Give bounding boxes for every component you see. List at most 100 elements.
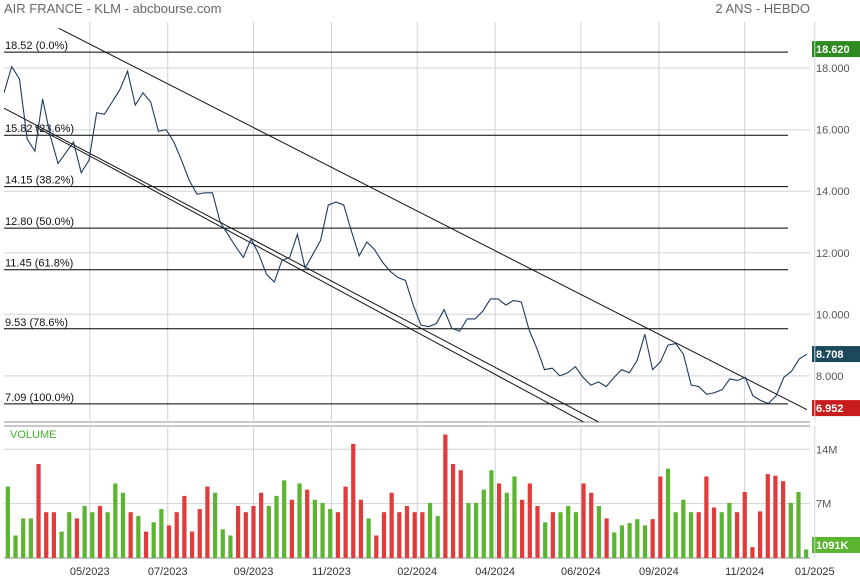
volume-bar	[228, 535, 233, 558]
volume-bar	[750, 547, 755, 558]
volume-bar	[174, 512, 179, 558]
volume-bar	[520, 499, 525, 558]
volume-bar	[481, 489, 486, 558]
volume-bar	[21, 518, 26, 558]
volume-bar	[51, 512, 57, 558]
volume-bar	[466, 502, 471, 558]
volume-bar	[82, 505, 87, 558]
volume-bar	[596, 505, 602, 558]
volume-bar	[97, 505, 103, 558]
volume-bar	[113, 483, 118, 558]
volume-bar	[220, 529, 225, 558]
volume-bar	[619, 525, 625, 558]
fibonacci-label: 14.15 (38.2%)	[5, 175, 74, 187]
volume-bar	[558, 512, 563, 558]
volume-bar	[381, 512, 387, 558]
x-tick-label: 02/2024	[397, 566, 437, 578]
volume-bar	[704, 476, 709, 558]
volume-bar	[696, 512, 701, 558]
price-series-line	[4, 65, 808, 405]
volume-bar	[420, 512, 425, 558]
volume-bar	[404, 505, 410, 558]
volume-bar	[243, 512, 248, 558]
volume-last-box	[812, 537, 860, 553]
volume-bar	[13, 535, 18, 558]
volume-bar	[473, 502, 479, 558]
volume-bar	[788, 502, 793, 558]
volume-bar	[550, 512, 555, 558]
volume-panel: VOLUME	[4, 426, 816, 558]
y-tick-label: 10.000	[816, 309, 850, 321]
fibonacci-label: 7.09 (100.0%)	[5, 392, 74, 404]
volume-bar	[212, 492, 218, 558]
volume-bar	[205, 486, 210, 558]
x-tick-label: 05/2023	[70, 566, 110, 578]
volume-bar	[512, 476, 517, 558]
volume-bar	[435, 516, 440, 558]
volume-bar	[527, 483, 532, 558]
volume-last-label: 1091K	[816, 540, 848, 552]
volume-bar	[320, 502, 325, 558]
volume-bar	[189, 531, 195, 558]
volume-bar	[635, 519, 640, 558]
volume-bar	[688, 512, 694, 558]
volume-bar	[573, 512, 578, 558]
volume-bar	[266, 505, 271, 558]
x-tick-label: 11/2023	[312, 566, 351, 578]
volume-bar	[389, 492, 394, 558]
volume-bar	[159, 509, 164, 558]
y-tick-label: 12.000	[816, 248, 850, 260]
volume-bar	[28, 518, 33, 558]
volume-bar	[182, 495, 187, 558]
chart-title: AIR FRANCE - KLM - abcbourse.com	[4, 1, 221, 16]
volume-bar	[90, 512, 95, 558]
volume-bar	[665, 468, 671, 558]
last-badge: 8.708	[816, 349, 844, 361]
volume-bar	[566, 505, 571, 558]
volume-bar	[658, 476, 663, 558]
price-panel: 18.52 (0.0%)15.82 (23.6%)14.15 (38.2%)12…	[4, 22, 816, 422]
volume-bar	[397, 512, 402, 558]
volume-bar	[612, 532, 617, 558]
trend-line	[58, 27, 808, 411]
x-tick-label: 09/2023	[234, 566, 274, 578]
volume-bar	[627, 523, 632, 558]
volume-bar	[504, 492, 509, 558]
volume-title: VOLUME	[10, 429, 56, 441]
volume-bar	[151, 522, 156, 558]
volume-bar	[236, 505, 241, 558]
last-badge-box	[812, 346, 860, 363]
volume-bar	[343, 486, 348, 558]
volume-bar	[650, 519, 655, 558]
volume-bar	[742, 492, 747, 558]
volume-bar	[642, 525, 648, 558]
y-tick-label: 16.000	[816, 125, 850, 137]
volume-bar	[120, 492, 126, 558]
volume-bar	[734, 512, 740, 558]
x-tick-label: 07/2023	[148, 566, 188, 578]
high-badge-box	[812, 41, 860, 58]
volume-bar	[604, 518, 609, 558]
volume-bar	[105, 512, 110, 558]
x-tick-label: 04/2024	[475, 566, 515, 578]
volume-bar	[719, 512, 724, 558]
volume-bar	[36, 464, 41, 558]
volume-bar	[312, 499, 317, 558]
volume-bar	[143, 531, 149, 558]
volume-bar	[443, 434, 448, 558]
volume-bar	[412, 512, 417, 558]
low-badge: 6.952	[816, 403, 844, 415]
volume-bar	[727, 502, 732, 558]
volume-bar	[282, 480, 287, 558]
volume-bar	[297, 483, 302, 558]
volume-tick-label: 7M	[816, 499, 831, 511]
volume-bar	[67, 512, 72, 558]
volume-bar	[366, 518, 371, 558]
volume-bar	[711, 507, 717, 558]
volume-bar	[581, 483, 586, 558]
x-tick-label: 01/2025	[795, 566, 835, 578]
volume-bar	[289, 499, 294, 558]
volume-bar	[335, 512, 341, 558]
low-badge-box	[812, 400, 860, 417]
